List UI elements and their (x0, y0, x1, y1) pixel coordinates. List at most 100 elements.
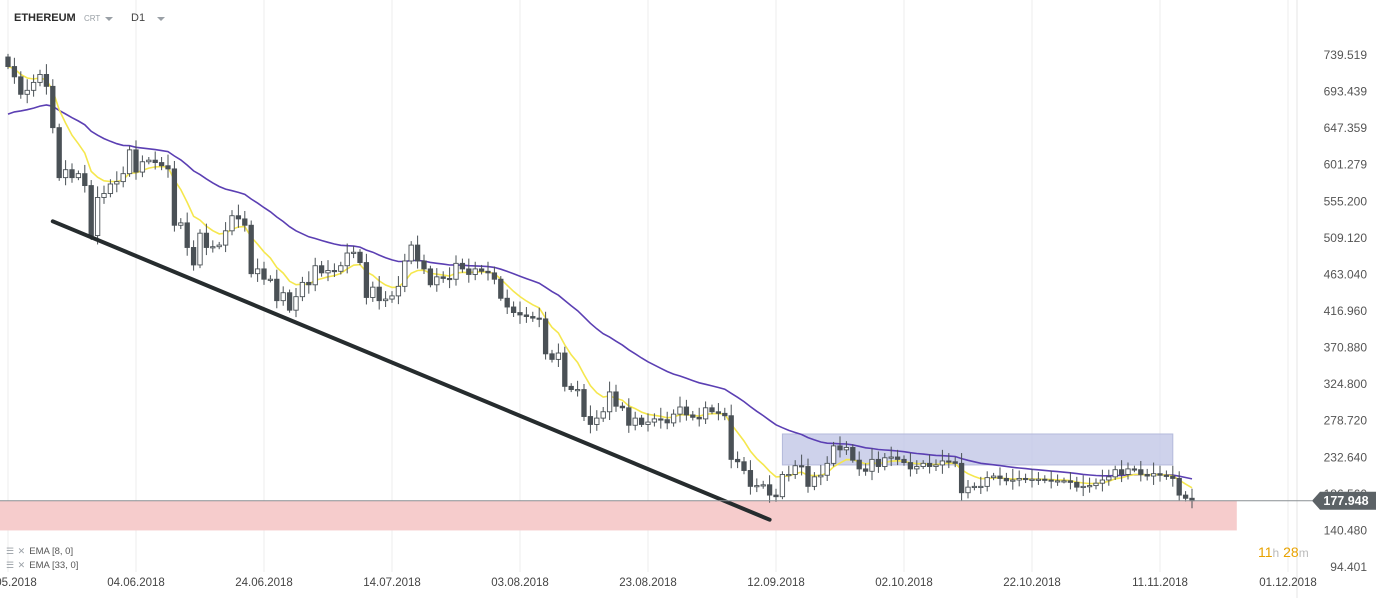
candle-bullish (920, 462, 926, 467)
candle-bearish (523, 314, 530, 317)
legend-label: EMA [33, 0] (29, 560, 79, 571)
candle-bearish (850, 447, 856, 461)
candle-bullish (965, 486, 971, 494)
candle-bullish (178, 222, 184, 226)
candle-bearish (18, 76, 24, 95)
candle-bullish (1016, 477, 1022, 481)
candle-bullish (408, 244, 414, 262)
price-tick-label: 278.720 (1324, 414, 1368, 428)
close-icon[interactable]: ✕ (17, 560, 26, 570)
date-tick-label: 04.06.2018 (107, 577, 165, 589)
candle-bearish (478, 268, 485, 272)
candle-bearish (562, 352, 568, 387)
price-tick-label: 370.880 (1324, 341, 1368, 355)
candle-bullish (670, 413, 677, 424)
last-price-tag-label: 177.948 (1323, 494, 1368, 508)
candle-bullish (754, 485, 760, 488)
candle-bearish (427, 268, 434, 286)
candle-bearish (1048, 479, 1054, 482)
candle-bullish (779, 474, 786, 498)
candle-bearish (190, 247, 197, 266)
candle-bullish (984, 477, 990, 487)
candle-bullish (299, 281, 306, 298)
candle-bearish (11, 66, 18, 78)
candle-bearish (568, 385, 574, 390)
countdown-hours: 11 (1258, 544, 1273, 560)
candle-bearish (856, 459, 862, 470)
candle-bearish (728, 415, 734, 460)
trendline[interactable] (50, 219, 772, 522)
candle-bullish (843, 447, 850, 451)
candle-bullish (395, 285, 402, 297)
candle-bullish (62, 169, 69, 179)
candle-bearish (549, 353, 555, 360)
candle-bearish (798, 465, 805, 468)
candle-bearish (619, 405, 626, 409)
candle-bullish (267, 278, 274, 281)
date-tick-label: 23.08.2018 (619, 577, 677, 589)
legend-item-ema-8[interactable]: ☰ ✕ EMA [8, 0] (6, 546, 73, 557)
candle-bearish (1022, 477, 1029, 481)
candle-bullish (370, 286, 376, 298)
candle-bullish (254, 268, 261, 275)
candle-bearish (1042, 478, 1048, 481)
ema-33-line (7, 104, 1193, 480)
candle-bearish (414, 244, 421, 262)
price-tick-label: 693.439 (1324, 85, 1368, 99)
candle-bearish (363, 262, 370, 298)
candle-bullish (555, 352, 562, 360)
candle-bearish (248, 224, 254, 275)
candle-bullish (933, 464, 939, 467)
candle-bearish (1176, 477, 1182, 496)
symbol-label[interactable]: ETHEREUM (14, 12, 76, 24)
candle-bearish (741, 461, 747, 471)
date-tick-label: 12.09.2018 (747, 577, 805, 589)
candle-bearish (152, 159, 158, 164)
candle-bullish (472, 268, 478, 275)
trendline-line[interactable] (50, 219, 772, 522)
date-tick-label: 01.12.2018 (1259, 577, 1317, 589)
date-tick-label: 14.07.2018 (363, 577, 421, 589)
candle-bullish (24, 89, 30, 95)
candle-bearish (446, 277, 453, 281)
candle-bearish (1163, 474, 1170, 477)
candle-bearish (722, 412, 728, 417)
timeframe-label[interactable]: D1 (131, 12, 146, 24)
candle-bearish (69, 169, 75, 179)
candle-bearish (958, 462, 965, 494)
chart-type-label[interactable]: CRT (84, 14, 101, 23)
candle-bullish (146, 159, 152, 163)
countdown-minutes: 28 (1283, 544, 1299, 560)
candle-bearish (331, 270, 338, 273)
candle-bearish (274, 278, 280, 302)
candle-bullish (402, 260, 408, 287)
candle-bearish (715, 411, 722, 414)
legend-item-ema-33[interactable]: ☰ ✕ EMA [33, 0] (6, 560, 78, 571)
list-icon[interactable]: ☰ (6, 546, 15, 556)
candle-bullish (990, 475, 997, 479)
candle-bullish (107, 183, 114, 194)
candle-bearish (581, 389, 587, 417)
chart-type-chevron-down-icon[interactable] (105, 17, 113, 21)
list-icon[interactable]: ☰ (6, 560, 15, 570)
candle-bearish (466, 268, 472, 275)
candle-bearish (242, 218, 248, 226)
candle-bullish (1125, 468, 1131, 475)
candle-bearish (421, 260, 427, 270)
candle-bullish (1093, 482, 1099, 487)
candle-bearish (613, 391, 619, 407)
candle-bullish (882, 457, 888, 467)
price-tick-label: 601.279 (1324, 158, 1368, 172)
candle-bullish (325, 270, 331, 274)
candle-bullish (1054, 480, 1061, 483)
date-tick-label: 03.08.2018 (491, 577, 549, 589)
candle-bearish (837, 445, 843, 451)
candle-bullish (1035, 478, 1042, 481)
candle-bullish (702, 407, 709, 420)
candle-bearish (683, 406, 690, 416)
timeframe-chevron-down-icon[interactable] (157, 17, 165, 21)
candle-bearish (43, 74, 50, 87)
price-tick-label: 555.200 (1324, 194, 1368, 208)
close-icon[interactable]: ✕ (17, 546, 26, 556)
